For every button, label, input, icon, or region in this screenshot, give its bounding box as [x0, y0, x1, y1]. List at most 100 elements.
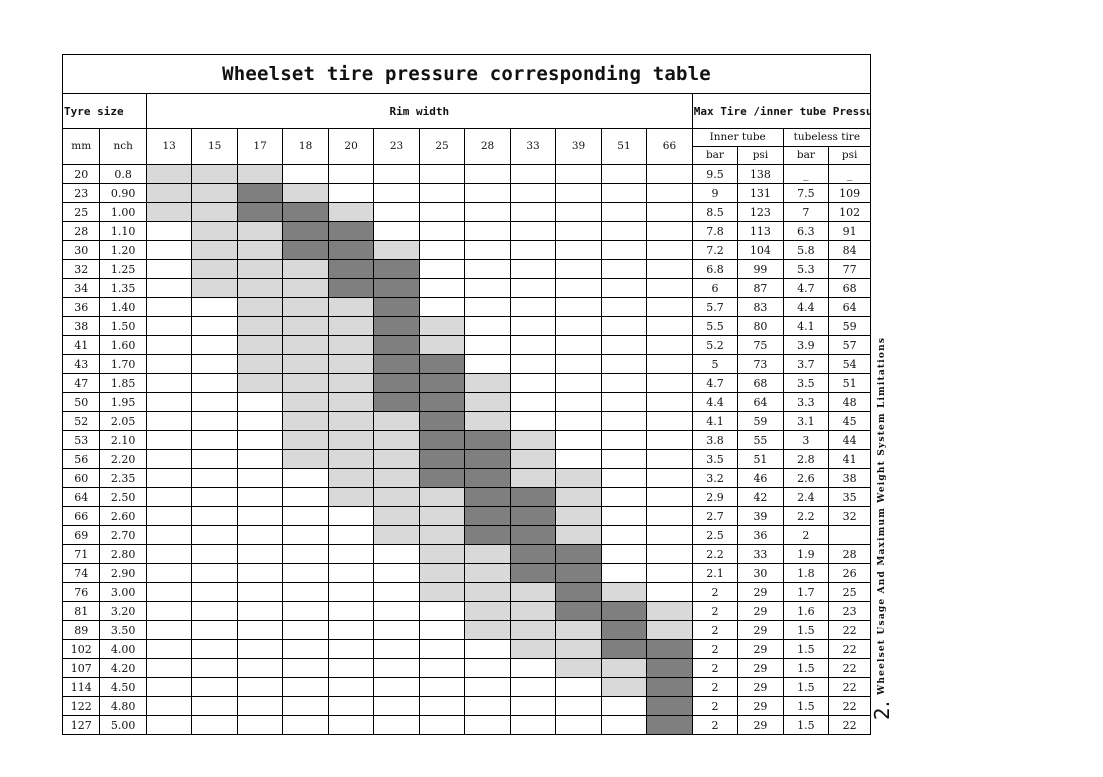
rim-width-23: 23 [373, 128, 420, 165]
table-row: 28 1.10 7.8 113 6.3 91 [61, 221, 871, 241]
rim-fit-cell [646, 183, 693, 203]
rim-fit-cell [145, 354, 193, 374]
tubeless-bar-header: bar [782, 146, 830, 165]
rim-fit-cell [646, 373, 693, 393]
rim-fit-cell [282, 259, 329, 279]
tyre-inch-cell: 1.50 [99, 316, 147, 336]
rim-fit-cell [236, 430, 284, 450]
rim-fit-cell [555, 696, 602, 716]
tubeless-psi-cell: 22 [828, 639, 871, 659]
rim-fit-cell [373, 373, 420, 393]
rim-width-25: 25 [418, 128, 466, 165]
tyre-inch-cell: 5.00 [99, 715, 147, 735]
rim-fit-cell [282, 392, 329, 412]
rim-fit-cell [327, 506, 375, 526]
table-row: 30 1.20 7.2 104 5.8 84 [61, 240, 871, 260]
rim-width-51: 51 [600, 128, 648, 165]
tyre-mm-cell: 52 [61, 411, 101, 431]
rim-width-13: 13 [145, 128, 193, 165]
rim-fit-cell [418, 487, 466, 507]
rim-fit-cell [555, 639, 602, 659]
tubeless-bar-cell: 2 [782, 525, 830, 545]
inner-tube-psi-cell: 87 [737, 278, 784, 298]
rim-fit-cell [191, 563, 238, 583]
rim-fit-cell [509, 468, 557, 488]
rim-fit-cell [600, 582, 648, 602]
rim-fit-cell [646, 278, 693, 298]
tyre-mm-cell: 66 [61, 506, 101, 526]
tyre-inch-cell: 1.35 [99, 278, 147, 298]
rim-fit-cell [464, 449, 511, 469]
rim-fit-cell [191, 487, 238, 507]
rim-fit-cell [327, 601, 375, 621]
inner-tube-bar-cell: 2.7 [691, 506, 739, 526]
rim-fit-cell [418, 468, 466, 488]
tubeless-psi-cell: 91 [828, 221, 871, 241]
rim-fit-cell [600, 297, 648, 317]
tubeless-psi-cell: 35 [828, 487, 871, 507]
rim-fit-cell [418, 392, 466, 412]
rim-fit-cell [373, 468, 420, 488]
rim-width-header: Rim width [145, 93, 693, 129]
rim-fit-cell [236, 354, 284, 374]
rim-fit-cell [646, 582, 693, 602]
rim-fit-cell [373, 297, 420, 317]
inner-tube-psi-cell: 75 [737, 335, 784, 355]
rim-fit-cell [509, 278, 557, 298]
tyre-mm-cell: 69 [61, 525, 101, 545]
tubeless-psi-header: psi [828, 146, 871, 165]
tubeless-bar-cell: 4.1 [782, 316, 830, 336]
tubeless-psi-cell: 51 [828, 373, 871, 393]
rim-fit-cell [282, 525, 329, 545]
inner-tube-psi-cell: 29 [737, 639, 784, 659]
tyre-mm-cell: 47 [61, 373, 101, 393]
rim-fit-cell [600, 430, 648, 450]
rim-fit-cell [373, 487, 420, 507]
rim-fit-cell [145, 658, 193, 678]
rim-fit-cell [509, 202, 557, 222]
tyre-mm-cell: 32 [61, 259, 101, 279]
rim-fit-cell [600, 392, 648, 412]
tyre-mm-cell: 74 [61, 563, 101, 583]
rim-fit-cell [418, 221, 466, 241]
rim-fit-cell [555, 183, 602, 203]
rim-fit-cell [191, 582, 238, 602]
tyre-mm-cell: 53 [61, 430, 101, 450]
rim-fit-cell [509, 449, 557, 469]
tubeless-bar-cell: 7 [782, 202, 830, 222]
tubeless-bar-cell: 1.7 [782, 582, 830, 602]
rim-fit-cell [646, 506, 693, 526]
tubeless-psi-cell: 68 [828, 278, 871, 298]
rim-fit-cell [145, 202, 193, 222]
rim-fit-cell [282, 335, 329, 355]
rim-fit-cell [464, 202, 511, 222]
rim-fit-cell [646, 221, 693, 241]
tyre-inch-cell: 2.35 [99, 468, 147, 488]
tyre-inch-cell: 1.85 [99, 373, 147, 393]
rim-fit-cell [327, 620, 375, 640]
rim-fit-cell [509, 373, 557, 393]
rim-fit-cell [418, 658, 466, 678]
rim-fit-cell [191, 468, 238, 488]
inner-tube-psi-cell: 30 [737, 563, 784, 583]
rim-fit-cell [555, 658, 602, 678]
rim-fit-cell [282, 563, 329, 583]
tyre-inch-cell: 1.70 [99, 354, 147, 374]
rim-fit-cell [464, 468, 511, 488]
rim-fit-cell [327, 240, 375, 260]
rim-fit-cell [282, 354, 329, 374]
rim-fit-cell [327, 354, 375, 374]
inner-tube-psi-header: psi [737, 146, 784, 165]
rim-fit-cell [418, 335, 466, 355]
rim-fit-cell [191, 373, 238, 393]
tyre-inch-cell: 1.25 [99, 259, 147, 279]
rim-fit-cell [282, 449, 329, 469]
rim-fit-cell [145, 297, 193, 317]
rim-fit-cell [282, 164, 329, 184]
tubeless-psi-cell: 26 [828, 563, 871, 583]
tyre-inch-cell: 1.60 [99, 335, 147, 355]
rim-fit-cell [327, 411, 375, 431]
rim-fit-cell [145, 601, 193, 621]
tyre-inch-cell: 3.50 [99, 620, 147, 640]
rim-fit-cell [646, 430, 693, 450]
